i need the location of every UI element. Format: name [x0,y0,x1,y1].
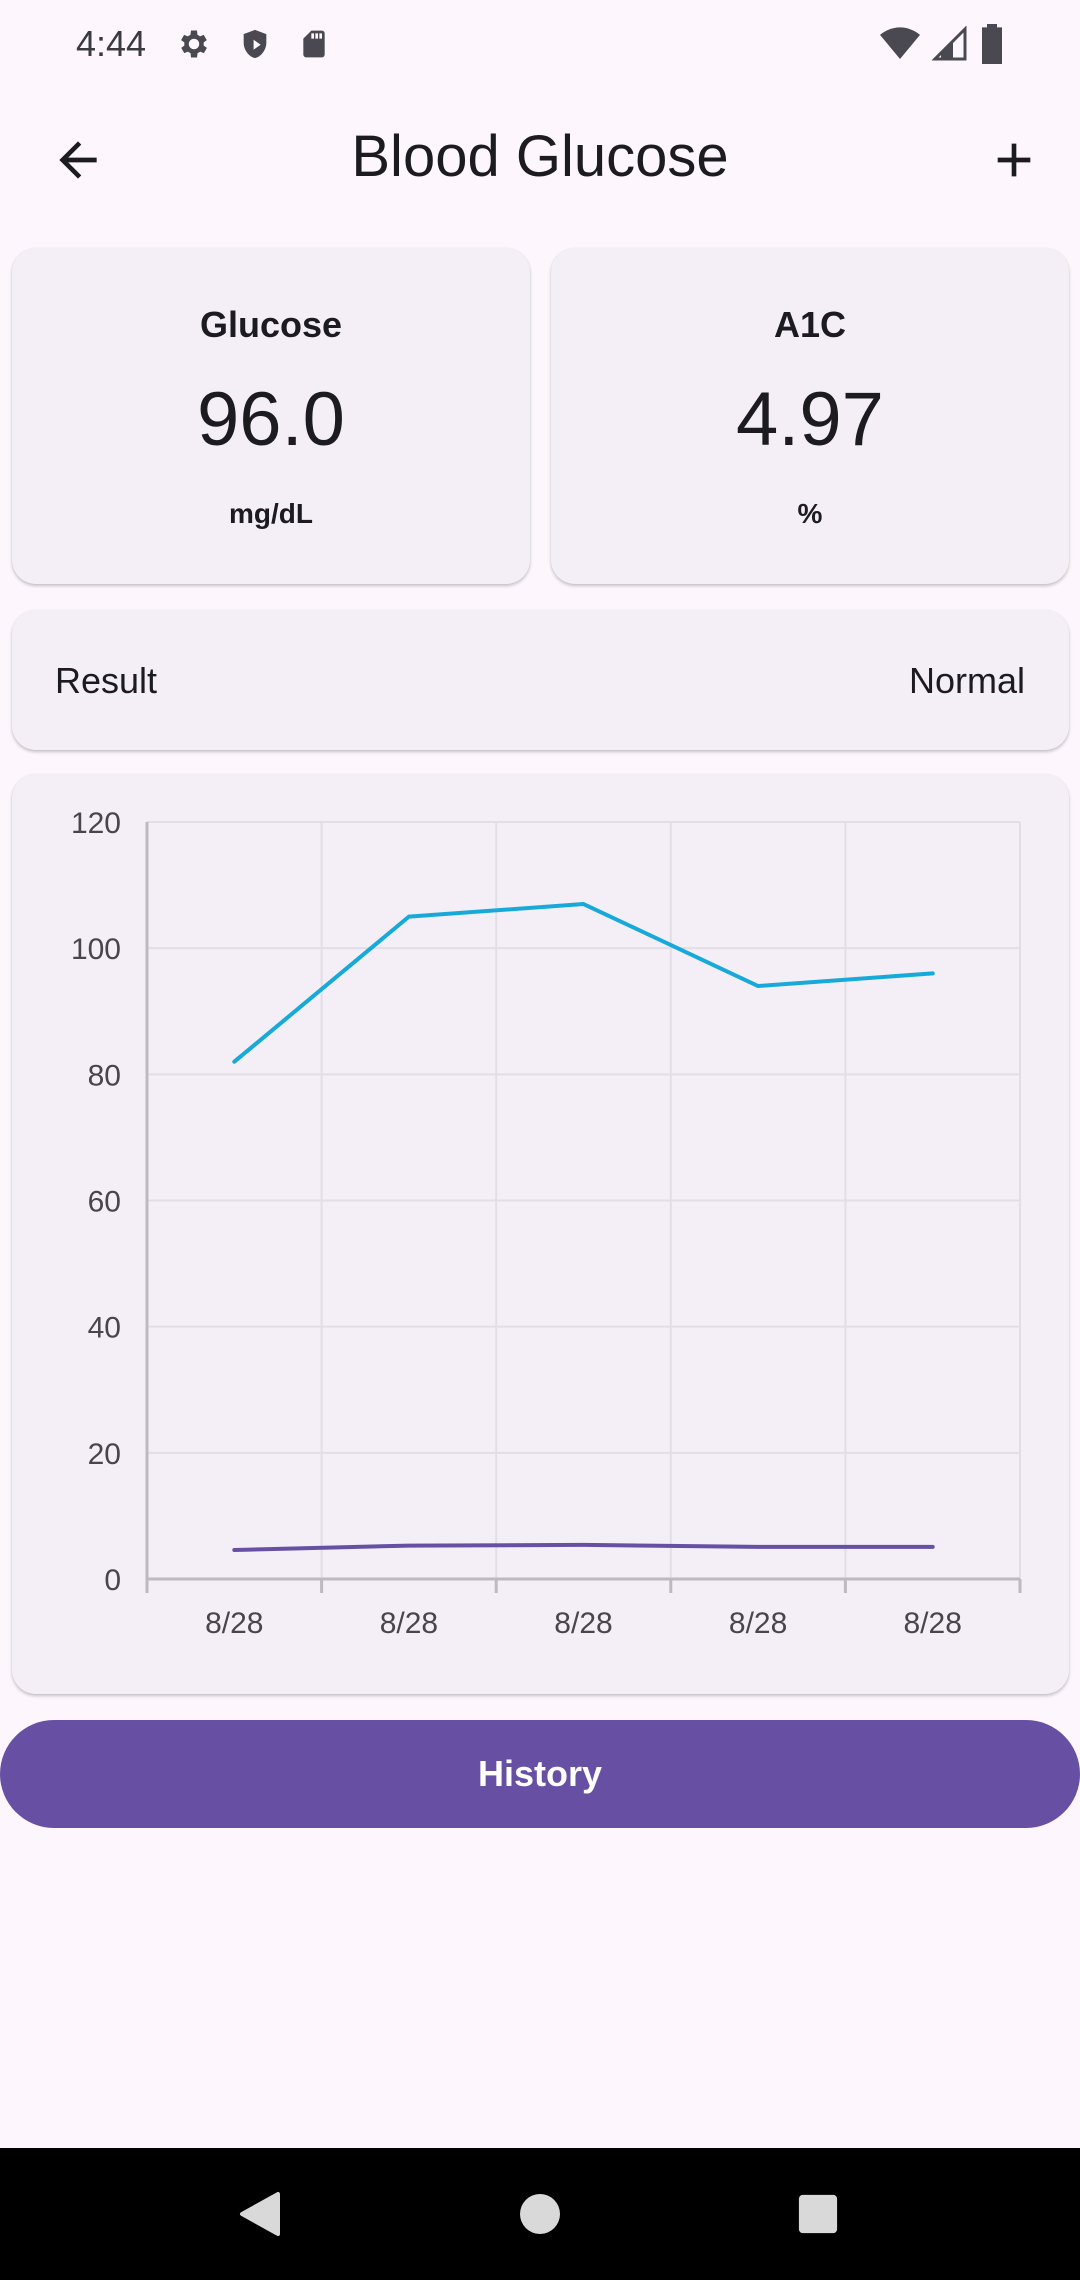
x-tick-label: 8/28 [904,1607,962,1640]
nav-recents-button[interactable] [778,2178,858,2250]
wifi-icon [880,27,920,59]
status-bar: 4:44 [0,0,1080,88]
chart-card: 0 20 40 60 80 100 120 8/28 8/28 8/28 8/28 8/28 [12,774,1069,1694]
shield-icon [243,29,267,59]
y-tick-label: 20 [88,1438,121,1471]
nav-recents-icon [798,2194,838,2234]
status-icons-right [880,24,1004,64]
x-tick-label: 8/28 [205,1607,263,1640]
page-title: Blood Glucose [351,124,729,189]
sd-card-icon [303,30,325,58]
a1c-unit: % [797,498,823,529]
x-tick-label: 8/28 [554,1607,612,1640]
status-icons-left [176,26,330,62]
glucose-card: Glucose 96.0 mg/dL [12,248,530,584]
gear-icon [181,30,207,58]
back-button[interactable] [42,124,114,196]
x-tick-label: 8/28 [380,1607,438,1640]
y-tick-label: 40 [88,1312,121,1345]
plus-icon [997,143,1031,177]
a1c-card: A1C 4.97 % [551,248,1069,584]
system-nav-bar [0,2148,1080,2280]
nav-home-button[interactable] [500,2178,580,2250]
y-tick-label: 100 [71,933,121,966]
x-tick-label: 8/28 [729,1607,787,1640]
y-tick-label: 80 [88,1059,121,1092]
result-card: Result Normal [12,610,1069,750]
series-line-2 [232,1542,935,1552]
glucose-unit: mg/dL [229,498,313,529]
app-bar: Blood Glucose [0,100,1080,220]
history-button[interactable]: History [0,1720,1080,1828]
a1c-label: A1C [773,304,847,345]
nav-back-button[interactable] [220,2178,300,2250]
series-line-1 [232,902,935,1064]
signal-icon [932,26,967,61]
y-tick-label: 120 [71,807,121,840]
result-label: Result [55,660,158,701]
y-tick-label: 0 [104,1564,121,1597]
arrow-back-icon [59,141,97,179]
glucose-label: Glucose [199,304,343,345]
glucose-value: 96.0 [197,377,345,462]
add-reading-button[interactable] [978,124,1050,196]
battery-icon [982,24,1002,64]
status-time: 4:44 [76,23,147,64]
glucose-line-chart: 0 20 40 60 80 100 120 8/28 8/28 8/28 8/28 8/28 [71,807,1022,1640]
y-tick-label: 60 [88,1186,121,1219]
a1c-value: 4.97 [736,377,884,462]
nav-back-icon [240,2192,280,2236]
nav-home-icon [520,2194,560,2234]
result-value: Normal [908,660,1025,701]
